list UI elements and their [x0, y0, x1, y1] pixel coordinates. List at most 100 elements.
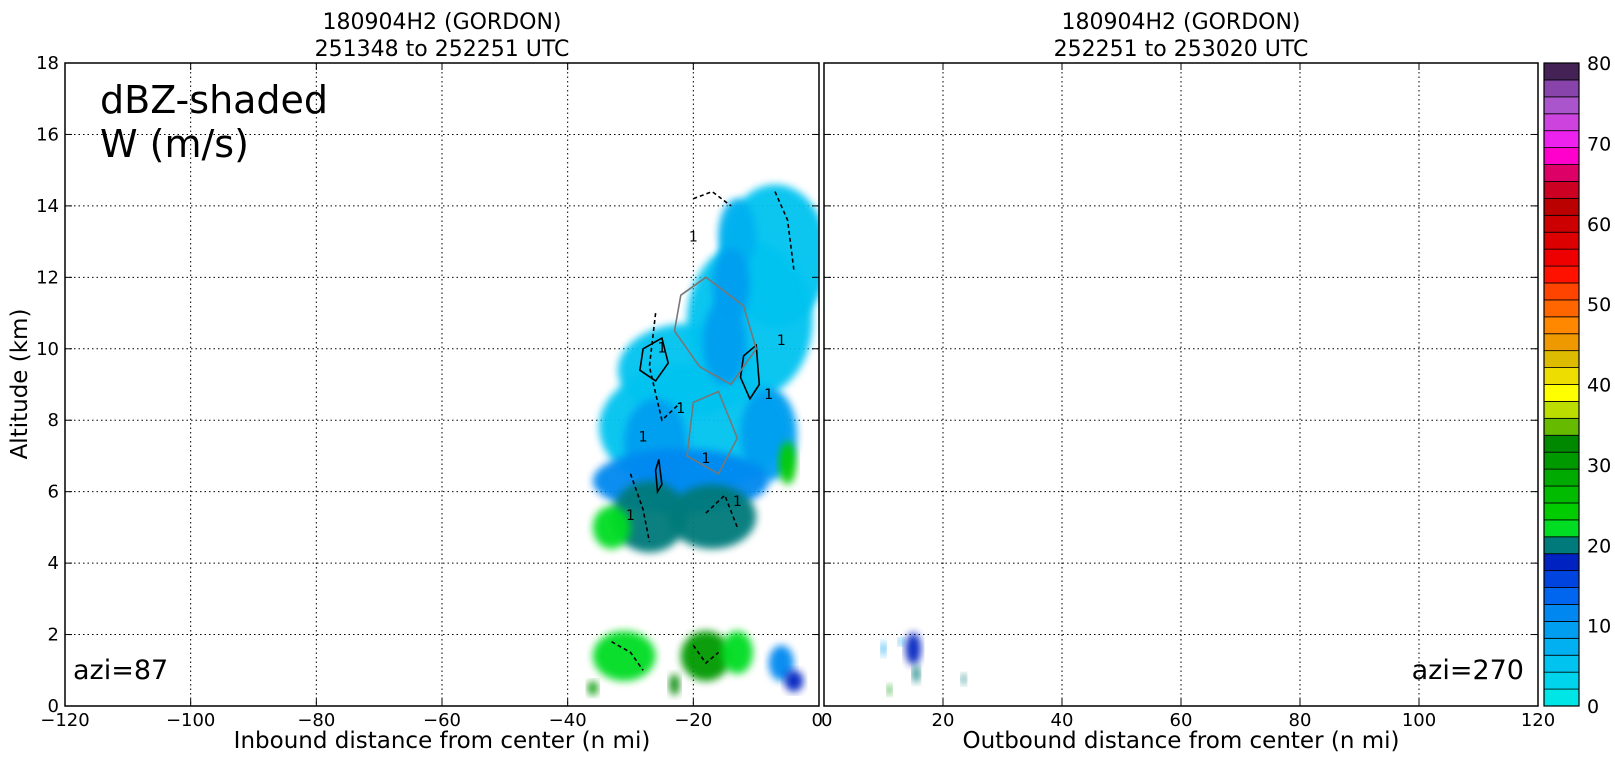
reflectivity-cell: [881, 641, 886, 656]
w-contour-line: [654, 459, 663, 495]
right-title-line1: 180904H2 (GORDON): [1061, 10, 1300, 35]
w-contour-label: 1: [657, 340, 666, 356]
w-contour-line: [739, 343, 761, 401]
colorbar-tick-label: 40: [1587, 375, 1611, 397]
colorbar-swatch: [1543, 654, 1580, 673]
colorbar-swatch: [1543, 265, 1580, 284]
reflectivity-cell: [611, 480, 688, 553]
y-tick-label: 12: [36, 267, 59, 288]
w-contour-label: 1: [764, 387, 773, 403]
annotation-dbz-shaded: dBZ-shaded: [100, 78, 328, 122]
colorbar-tick-label: 80: [1587, 53, 1611, 75]
y-tick-label: 0: [48, 696, 59, 717]
w-contour-label: 1: [626, 508, 635, 524]
right-reflectivity-field: [881, 632, 967, 696]
colorbar-swatch: [1543, 197, 1580, 216]
x-tick-label: 40: [1051, 710, 1074, 731]
y-tick-label: 18: [36, 53, 59, 74]
colorbar-tick-label: 0: [1587, 696, 1599, 718]
colorbar-tick-label: 50: [1587, 294, 1611, 316]
y-tick-label: 2: [48, 625, 59, 646]
colorbar-swatch: [1543, 214, 1580, 233]
w-contour-label: 1: [676, 401, 685, 417]
w-contour-label: 1: [639, 430, 648, 446]
x-tick-label: 80: [1289, 710, 1312, 731]
y-tick-label: 4: [48, 553, 59, 574]
w-contour-label: 1: [701, 451, 710, 467]
reflectivity-cell: [669, 673, 680, 696]
w-contour-line: [639, 336, 670, 383]
w-contour-line: [686, 390, 739, 475]
colorbar-swatch: [1543, 485, 1580, 504]
w-contour-line: [692, 644, 720, 665]
reflectivity-cell: [592, 630, 656, 681]
reflectivity-cell: [680, 630, 732, 681]
w-contour-label: 1: [733, 494, 742, 510]
colorbar-swatch: [1543, 536, 1580, 555]
colorbar-swatch: [1543, 637, 1580, 656]
colorbar-swatch: [1543, 401, 1580, 419]
x-tick-label: −40: [549, 710, 587, 731]
reflectivity-cell: [702, 298, 747, 385]
colorbar-swatch: [1543, 451, 1580, 470]
y-tick-label: 10: [36, 339, 59, 360]
x-tick-label: −120: [40, 710, 89, 731]
colorbar-swatch: [1543, 248, 1580, 267]
reflectivity-cell: [784, 670, 804, 692]
colorbar-swatch: [1543, 164, 1580, 182]
reflectivity-cell: [721, 630, 754, 674]
left-azimuth-label: azi=87: [73, 655, 168, 686]
y-tick-label: 14: [36, 196, 59, 217]
colorbar-swatch: [1543, 604, 1580, 622]
w-contour-line: [611, 641, 644, 671]
colorbar-swatch: [1543, 350, 1580, 368]
colorbar-swatch: [1543, 96, 1580, 115]
colorbar-swatch: [1543, 502, 1580, 521]
colorbar-swatch: [1543, 620, 1580, 639]
right-gridlines: [824, 63, 1538, 706]
colorbar-swatch: [1543, 671, 1580, 690]
colorbar-swatch: [1543, 384, 1580, 402]
colorbar-swatch: [1543, 333, 1580, 352]
right-panel: 180904H2 (GORDON) 252251 to 253020 UTC 0…: [821, 10, 1555, 754]
reflectivity-cell: [905, 632, 921, 665]
x-tick-label: −80: [297, 710, 335, 731]
y-tick-label: 8: [48, 410, 59, 431]
reflectivity-cell: [898, 638, 905, 646]
left-panel: 180904H2 (GORDON) 251348 to 252251 UTC 1…: [7, 10, 823, 754]
w-contour-line: [629, 473, 651, 542]
left-w-contours: 1 1 1 1 1 1 1 1 1: [611, 190, 795, 671]
reflectivity-cell: [587, 680, 598, 696]
w-contour-line: [705, 493, 739, 528]
left-x-axis-label: Inbound distance from center (n mi): [234, 728, 651, 754]
colorbar-swatch: [1543, 519, 1580, 538]
colorbar-swatch: [1543, 468, 1580, 487]
colorbar-swatch: [1543, 113, 1580, 132]
left-title-line1: 180904H2 (GORDON): [322, 10, 561, 35]
colorbar-swatch: [1543, 79, 1580, 98]
colorbar-swatch: [1543, 282, 1580, 301]
left-ticks: −120 −100 −80 −60 −40 −20 0 0 2 4 6 8 10 12 14 16 18: [36, 53, 823, 731]
colorbar-swatch: [1543, 62, 1580, 81]
colorbar-swatch: [1543, 367, 1580, 385]
x-tick-label: 0: [821, 710, 832, 731]
colorbar: 0 10 20 30 40 50 60 70 80: [1543, 53, 1611, 718]
colorbar-swatch: [1543, 688, 1580, 707]
colorbar-swatch: [1543, 417, 1580, 436]
colorbar-swatch: [1543, 130, 1580, 149]
colorbar-swatch: [1543, 553, 1580, 572]
right-x-axis-label: Outbound distance from center (n mi): [963, 728, 1400, 754]
w-contour-label: 1: [689, 230, 698, 246]
y-axis-label: Altitude (km): [7, 309, 33, 460]
colorbar-frame: [1543, 62, 1580, 707]
x-tick-label: −100: [166, 710, 215, 731]
reflectivity-cell: [768, 645, 794, 681]
left-reflectivity-field: [587, 184, 819, 696]
colorbar-swatch: [1543, 316, 1580, 335]
colorbar-tick-label: 70: [1587, 133, 1611, 155]
x-tick-label: −60: [423, 710, 461, 731]
colorbar-swatch: [1543, 587, 1580, 605]
colorbar-swatch: [1543, 181, 1580, 199]
reflectivity-cell: [961, 673, 967, 685]
colorbar-swatch: [1543, 570, 1580, 588]
